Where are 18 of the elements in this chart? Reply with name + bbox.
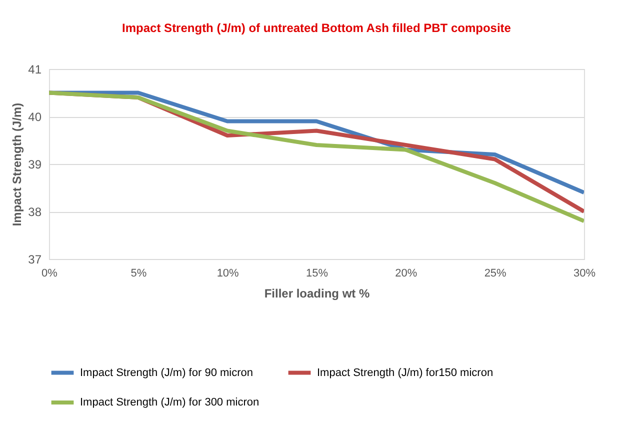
y-tick-label: 37 (28, 252, 42, 266)
y-tick-label: 39 (28, 158, 42, 172)
y-tick-label: 41 (28, 62, 42, 76)
y-tick-label: 40 (28, 110, 42, 124)
x-tick-label: 10% (216, 268, 240, 280)
y-axis-title: Impact Strength (J/m) (10, 102, 24, 226)
x-tick-label: 20% (395, 268, 418, 280)
y-tick-label: 38 (28, 205, 42, 219)
legend-label: Impact Strength (J/m) for 300 micron (80, 396, 260, 408)
chart-title: Impact Strength (J/m) of untreated Bottom Ash filled PBT composite (122, 21, 512, 35)
x-tick-label: 15% (306, 268, 328, 280)
x-tick-label: 5% (130, 268, 147, 280)
x-tick-label: 0% (42, 268, 58, 280)
legend-label: Impact Strength (J/m) for150 micron (317, 366, 494, 379)
legend-label: Impact Strength (J/m) for 90 micron (80, 366, 253, 379)
x-axis-title: Filler loading wt % (264, 286, 370, 300)
x-tick-label: 25% (484, 268, 507, 280)
x-tick-label: 30% (573, 268, 596, 280)
